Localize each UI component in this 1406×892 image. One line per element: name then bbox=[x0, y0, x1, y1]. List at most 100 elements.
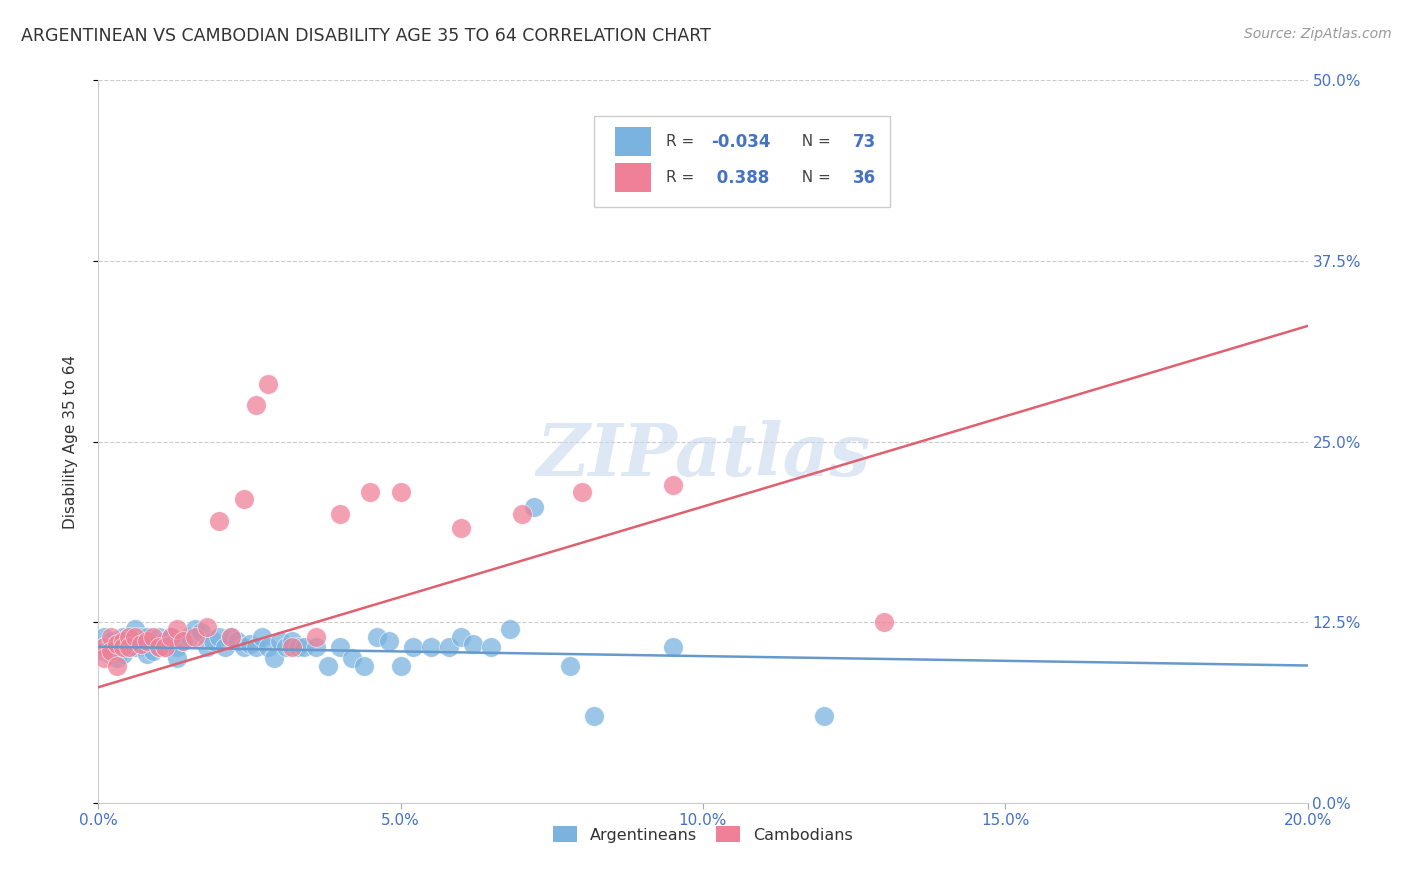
Point bbox=[105, 644, 128, 658]
Point bbox=[124, 623, 146, 637]
Point bbox=[118, 640, 141, 654]
Point bbox=[100, 630, 122, 644]
Point bbox=[571, 485, 593, 500]
Point bbox=[463, 637, 485, 651]
Point bbox=[402, 640, 425, 654]
Point bbox=[142, 637, 165, 651]
Point bbox=[498, 623, 520, 637]
Point bbox=[100, 647, 122, 661]
Point bbox=[148, 640, 170, 654]
Point bbox=[148, 640, 170, 654]
Point bbox=[111, 640, 134, 654]
Point bbox=[172, 634, 194, 648]
Point bbox=[153, 634, 176, 648]
Point bbox=[256, 376, 278, 391]
Point bbox=[329, 507, 352, 521]
Point bbox=[105, 637, 128, 651]
Point bbox=[135, 634, 157, 648]
Point bbox=[93, 651, 115, 665]
Point bbox=[232, 640, 254, 654]
Point bbox=[111, 640, 134, 654]
Point bbox=[118, 640, 141, 654]
Point bbox=[190, 625, 212, 640]
Point bbox=[292, 640, 315, 654]
Point bbox=[353, 658, 375, 673]
Point bbox=[389, 485, 412, 500]
Point bbox=[420, 640, 443, 654]
Point bbox=[274, 640, 297, 654]
Point bbox=[160, 630, 183, 644]
Point bbox=[481, 640, 503, 654]
Point bbox=[105, 658, 128, 673]
Point bbox=[148, 630, 170, 644]
Point bbox=[111, 630, 134, 644]
Point bbox=[172, 634, 194, 648]
Point bbox=[135, 630, 157, 644]
Point bbox=[160, 630, 183, 644]
Point bbox=[111, 647, 134, 661]
Point bbox=[179, 630, 201, 644]
Point bbox=[281, 634, 304, 648]
Point bbox=[124, 630, 146, 644]
Point bbox=[389, 658, 412, 673]
Point bbox=[129, 637, 152, 651]
Text: -0.034: -0.034 bbox=[711, 133, 770, 151]
Point bbox=[153, 640, 176, 654]
Point bbox=[342, 651, 364, 665]
Point bbox=[184, 630, 207, 644]
Point bbox=[510, 507, 533, 521]
Point bbox=[166, 651, 188, 665]
Point bbox=[450, 630, 472, 644]
Point bbox=[166, 623, 188, 637]
Point bbox=[195, 619, 218, 633]
Point bbox=[202, 634, 225, 648]
Point bbox=[250, 630, 273, 644]
Point bbox=[305, 640, 328, 654]
Point bbox=[221, 630, 243, 644]
Point bbox=[583, 709, 606, 723]
Point bbox=[256, 640, 278, 654]
Point bbox=[135, 647, 157, 661]
Point bbox=[245, 640, 267, 654]
Point bbox=[135, 640, 157, 654]
Y-axis label: Disability Age 35 to 64: Disability Age 35 to 64 bbox=[63, 354, 77, 529]
Point bbox=[111, 634, 134, 648]
Point bbox=[329, 640, 352, 654]
Point bbox=[316, 658, 339, 673]
Point bbox=[129, 637, 152, 651]
Point bbox=[305, 630, 328, 644]
Point bbox=[661, 640, 683, 654]
Point bbox=[366, 630, 388, 644]
Point bbox=[226, 634, 249, 648]
Text: R =: R = bbox=[665, 134, 699, 149]
Point bbox=[208, 630, 231, 644]
Point bbox=[558, 658, 581, 673]
Legend: Argentineans, Cambodians: Argentineans, Cambodians bbox=[547, 820, 859, 849]
Point bbox=[93, 630, 115, 644]
Point bbox=[661, 478, 683, 492]
Point bbox=[232, 492, 254, 507]
Point bbox=[105, 651, 128, 665]
Text: 0.388: 0.388 bbox=[711, 169, 769, 186]
Text: ZIPatlas: ZIPatlas bbox=[536, 420, 870, 491]
Point bbox=[263, 651, 285, 665]
Point bbox=[269, 634, 291, 648]
FancyBboxPatch shape bbox=[614, 163, 651, 193]
Point bbox=[100, 634, 122, 648]
Point bbox=[105, 637, 128, 651]
Point bbox=[184, 623, 207, 637]
Text: Source: ZipAtlas.com: Source: ZipAtlas.com bbox=[1244, 27, 1392, 41]
Point bbox=[437, 640, 460, 654]
Text: ARGENTINEAN VS CAMBODIAN DISABILITY AGE 35 TO 64 CORRELATION CHART: ARGENTINEAN VS CAMBODIAN DISABILITY AGE … bbox=[21, 27, 711, 45]
Point bbox=[142, 630, 165, 644]
Point bbox=[142, 644, 165, 658]
Point bbox=[166, 640, 188, 654]
Text: 73: 73 bbox=[853, 133, 876, 151]
Point bbox=[287, 640, 309, 654]
Point bbox=[360, 485, 382, 500]
Text: N =: N = bbox=[793, 170, 837, 186]
Point bbox=[129, 630, 152, 644]
Point bbox=[118, 630, 141, 644]
Point bbox=[221, 630, 243, 644]
Text: R =: R = bbox=[665, 170, 699, 186]
